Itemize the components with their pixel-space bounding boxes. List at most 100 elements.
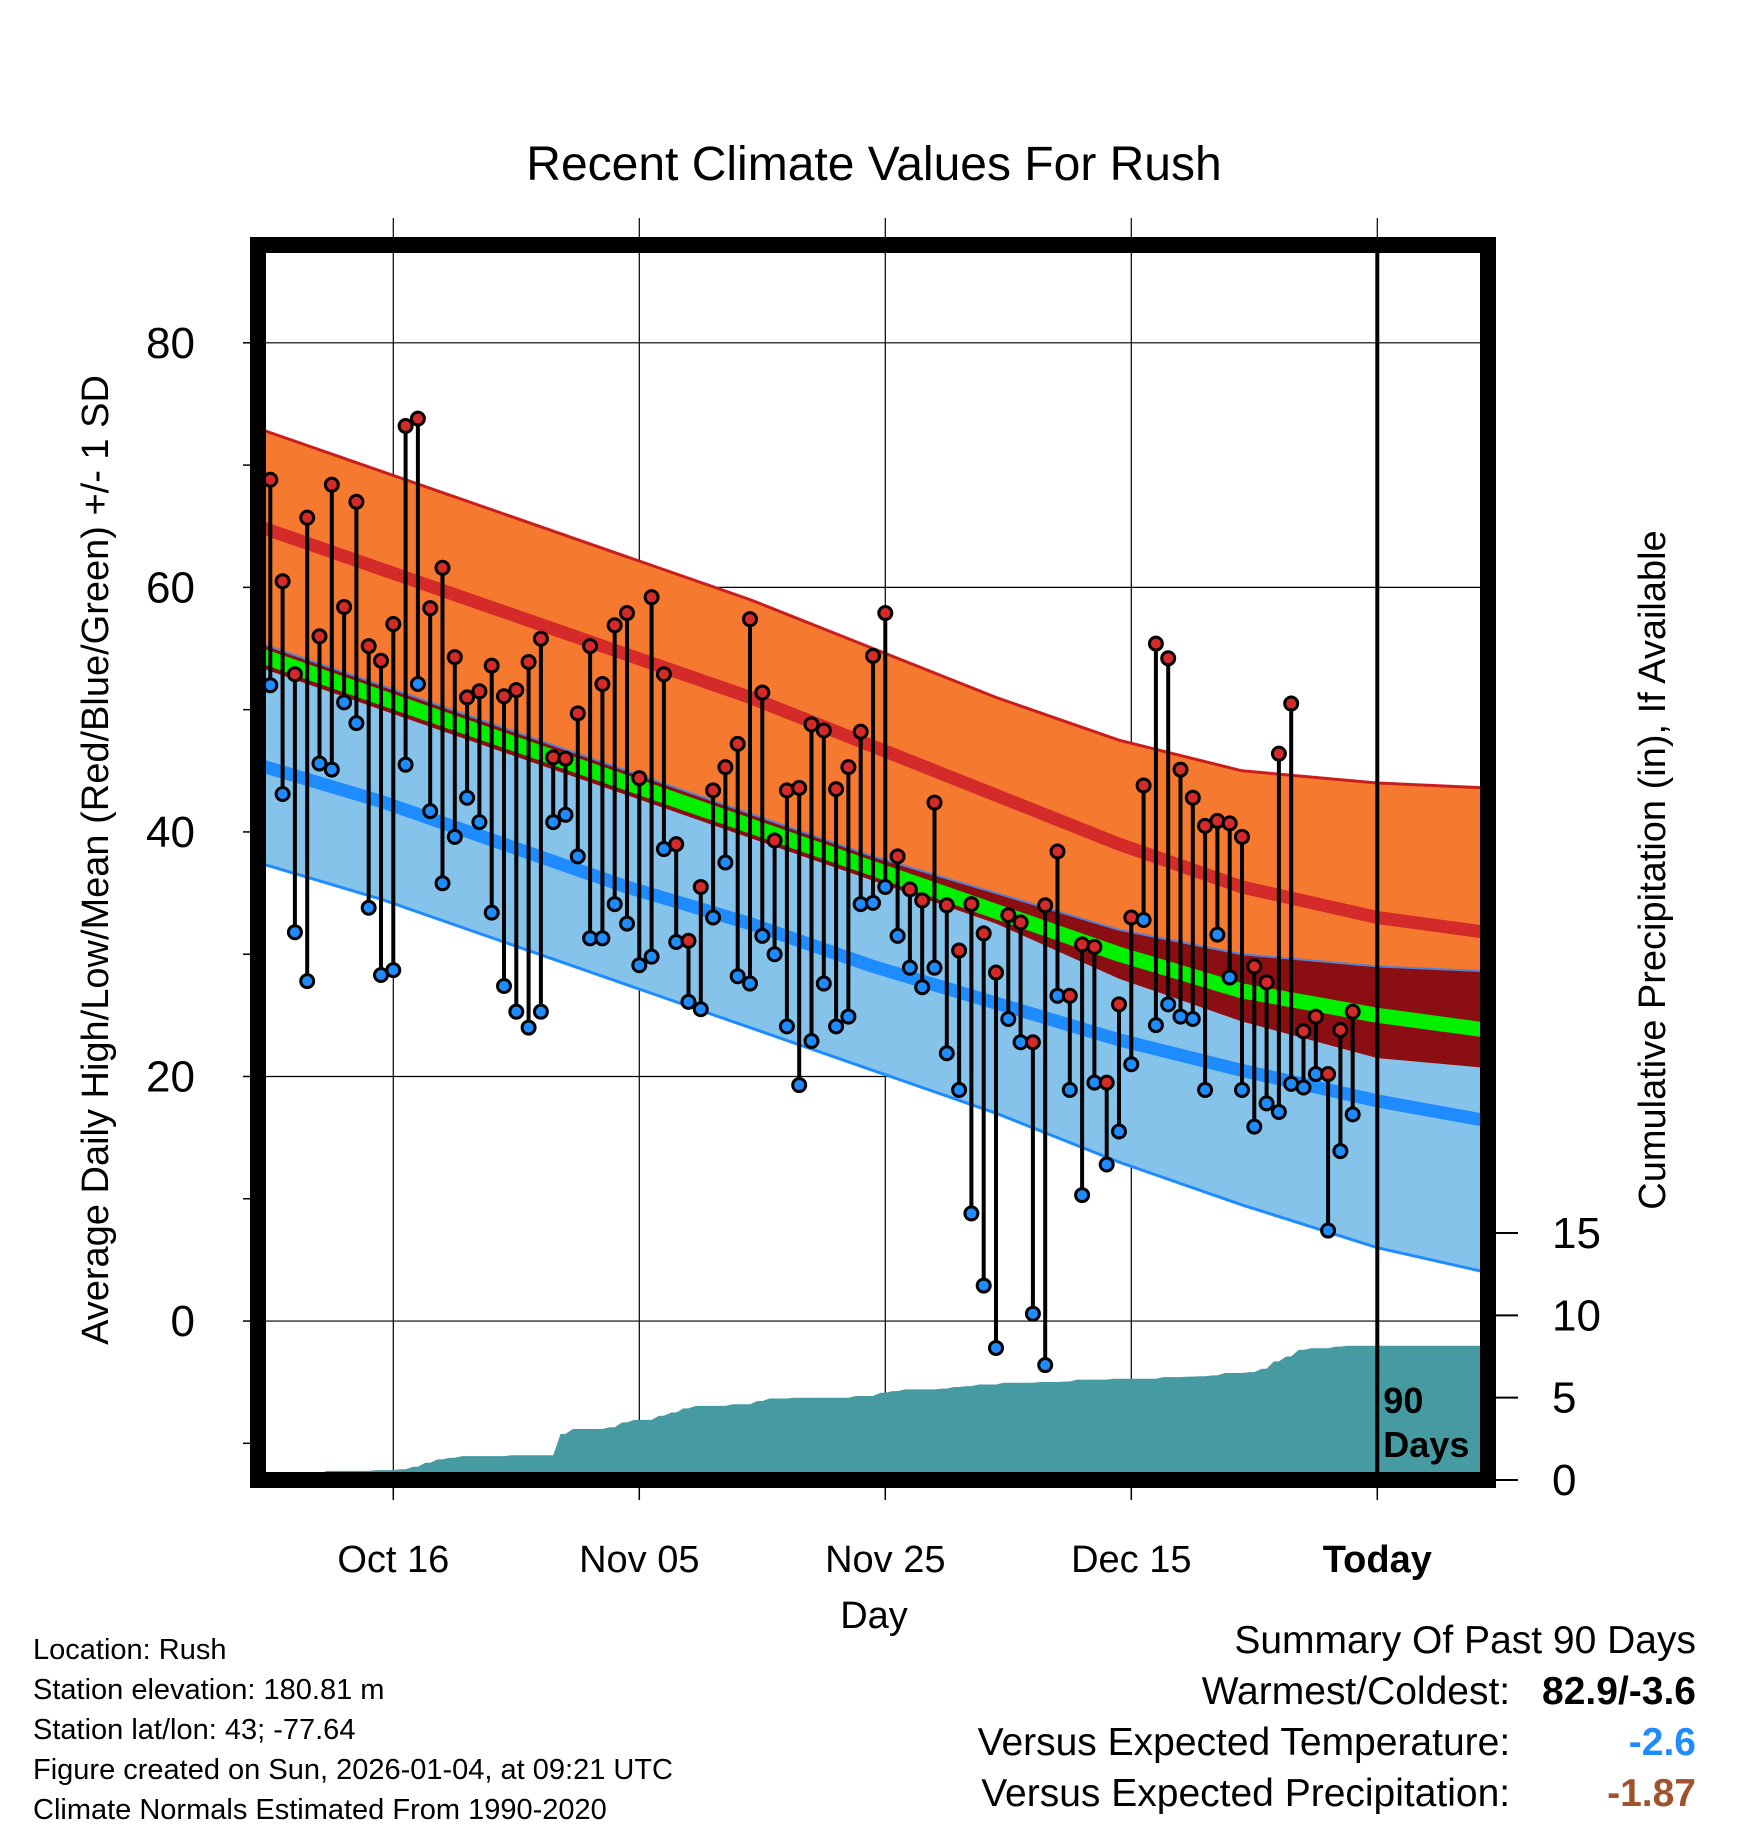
daily-low-point	[988, 1339, 1004, 1356]
daily-observation	[692, 878, 709, 1018]
daily-high-point	[582, 638, 599, 655]
daily-high-point	[1012, 914, 1029, 931]
daily-observation	[1221, 815, 1238, 986]
daily-observation	[1123, 909, 1140, 1073]
daily-low-point	[889, 927, 906, 944]
daily-observation	[483, 657, 500, 921]
daily-observation	[299, 509, 316, 990]
daily-observation	[1111, 996, 1127, 1140]
y2-tick-label: 5	[1552, 1374, 1576, 1423]
daily-high-point	[1209, 812, 1226, 829]
daily-observation	[397, 417, 414, 773]
daily-high-point	[803, 716, 820, 733]
daily-observation	[1160, 650, 1177, 1013]
daily-observation	[803, 716, 820, 1050]
daily-low-point	[336, 694, 353, 711]
daily-low-point	[938, 1045, 955, 1062]
daily-high-point	[828, 781, 845, 798]
daily-high-point	[742, 611, 758, 628]
daily-high-point	[311, 628, 328, 645]
daily-high-point	[1320, 1066, 1337, 1083]
daily-observation	[865, 647, 881, 911]
daily-low-point	[545, 814, 562, 831]
daily-high-point	[508, 682, 525, 699]
daily-low-point	[680, 993, 697, 1010]
daily-low-point	[1024, 1305, 1041, 1322]
daily-low-point	[926, 959, 943, 976]
plot-frame	[250, 237, 1496, 1488]
daily-low-point	[1074, 1187, 1091, 1204]
y-tick-label: 20	[146, 1052, 195, 1101]
daily-high-point	[975, 925, 992, 942]
daily-observation	[1332, 1022, 1349, 1160]
daily-high-point	[1086, 938, 1103, 955]
latlon-text: Station lat/lon: 43; -77.64	[33, 1714, 356, 1746]
daily-observation	[311, 628, 328, 772]
summary-panel: Summary Of Past 90 Days Warmest/Coldest:…	[978, 1615, 1696, 1819]
daily-observation	[459, 689, 476, 806]
chart-title: Recent Climate Values For Rush	[526, 138, 1221, 191]
x-tick-label: Dec 15	[1071, 1539, 1191, 1581]
daily-low-point	[791, 1077, 808, 1094]
daily-observation	[1209, 812, 1226, 943]
daily-high-point	[373, 652, 389, 669]
daily-low-point	[496, 978, 512, 994]
daily-high-point	[594, 675, 611, 692]
low-lower-edge	[258, 861, 1488, 1275]
daily-high-point	[1258, 974, 1275, 991]
daily-high-point	[422, 600, 439, 617]
daily-low-point	[471, 814, 488, 831]
daily-observation	[1086, 938, 1103, 1091]
daily-observation	[1037, 897, 1054, 1374]
daily-low-point	[409, 675, 426, 692]
daily-observation	[434, 559, 451, 892]
daily-high-point	[926, 794, 943, 811]
daily-high-point	[705, 782, 722, 799]
today-marker-label-line1: 90	[1383, 1380, 1423, 1421]
daily-observation	[1147, 635, 1164, 1034]
daily-high-point	[877, 605, 894, 622]
normals-text: Climate Normals Estimated From 1990-2020	[33, 1794, 607, 1826]
daily-low-point	[1160, 996, 1177, 1013]
y2-tick-label: 10	[1552, 1291, 1601, 1340]
daily-low-point	[963, 1205, 980, 1222]
precipitation-area	[270, 1345, 1488, 1480]
daily-high-point	[286, 666, 303, 683]
daily-low-point	[1123, 1056, 1140, 1073]
daily-high-point	[348, 493, 365, 510]
daily-high-point	[963, 896, 980, 913]
daily-observation	[643, 589, 660, 965]
daily-observation	[766, 832, 783, 963]
daily-observation	[963, 896, 980, 1222]
daily-high-point	[459, 689, 476, 706]
daily-low-point	[434, 875, 451, 892]
daily-observation	[520, 653, 537, 1036]
daily-low-point	[606, 896, 623, 913]
daily-observation	[877, 605, 894, 895]
daily-observation	[914, 892, 931, 996]
daily-low-point	[1344, 1106, 1361, 1123]
daily-observation	[901, 881, 918, 976]
daily-low-point	[557, 806, 574, 823]
daily-observation	[729, 735, 746, 985]
daily-high-point	[1098, 1074, 1115, 1091]
daily-low-point	[975, 1277, 992, 1294]
daily-low-point	[1320, 1222, 1337, 1239]
daily-observation	[1344, 1003, 1361, 1123]
daily-high-point	[1049, 843, 1066, 860]
daily-high-point	[631, 770, 648, 787]
daily-high-point	[778, 782, 795, 799]
daily-high-point	[840, 759, 857, 776]
daily-observation	[373, 652, 389, 983]
daily-high-point	[1184, 789, 1201, 806]
y2-axis-label: Cumulative Precipitation (in), If Availa…	[1632, 530, 1674, 1209]
daily-low-point	[1172, 1008, 1189, 1025]
daily-low-point	[840, 1008, 857, 1025]
daily-observation	[532, 630, 549, 1020]
daily-high-point	[1283, 695, 1300, 712]
daily-low-point	[397, 756, 414, 773]
daily-high-point	[865, 647, 881, 664]
daily-observation	[446, 649, 463, 845]
daily-observation	[1098, 1074, 1115, 1173]
